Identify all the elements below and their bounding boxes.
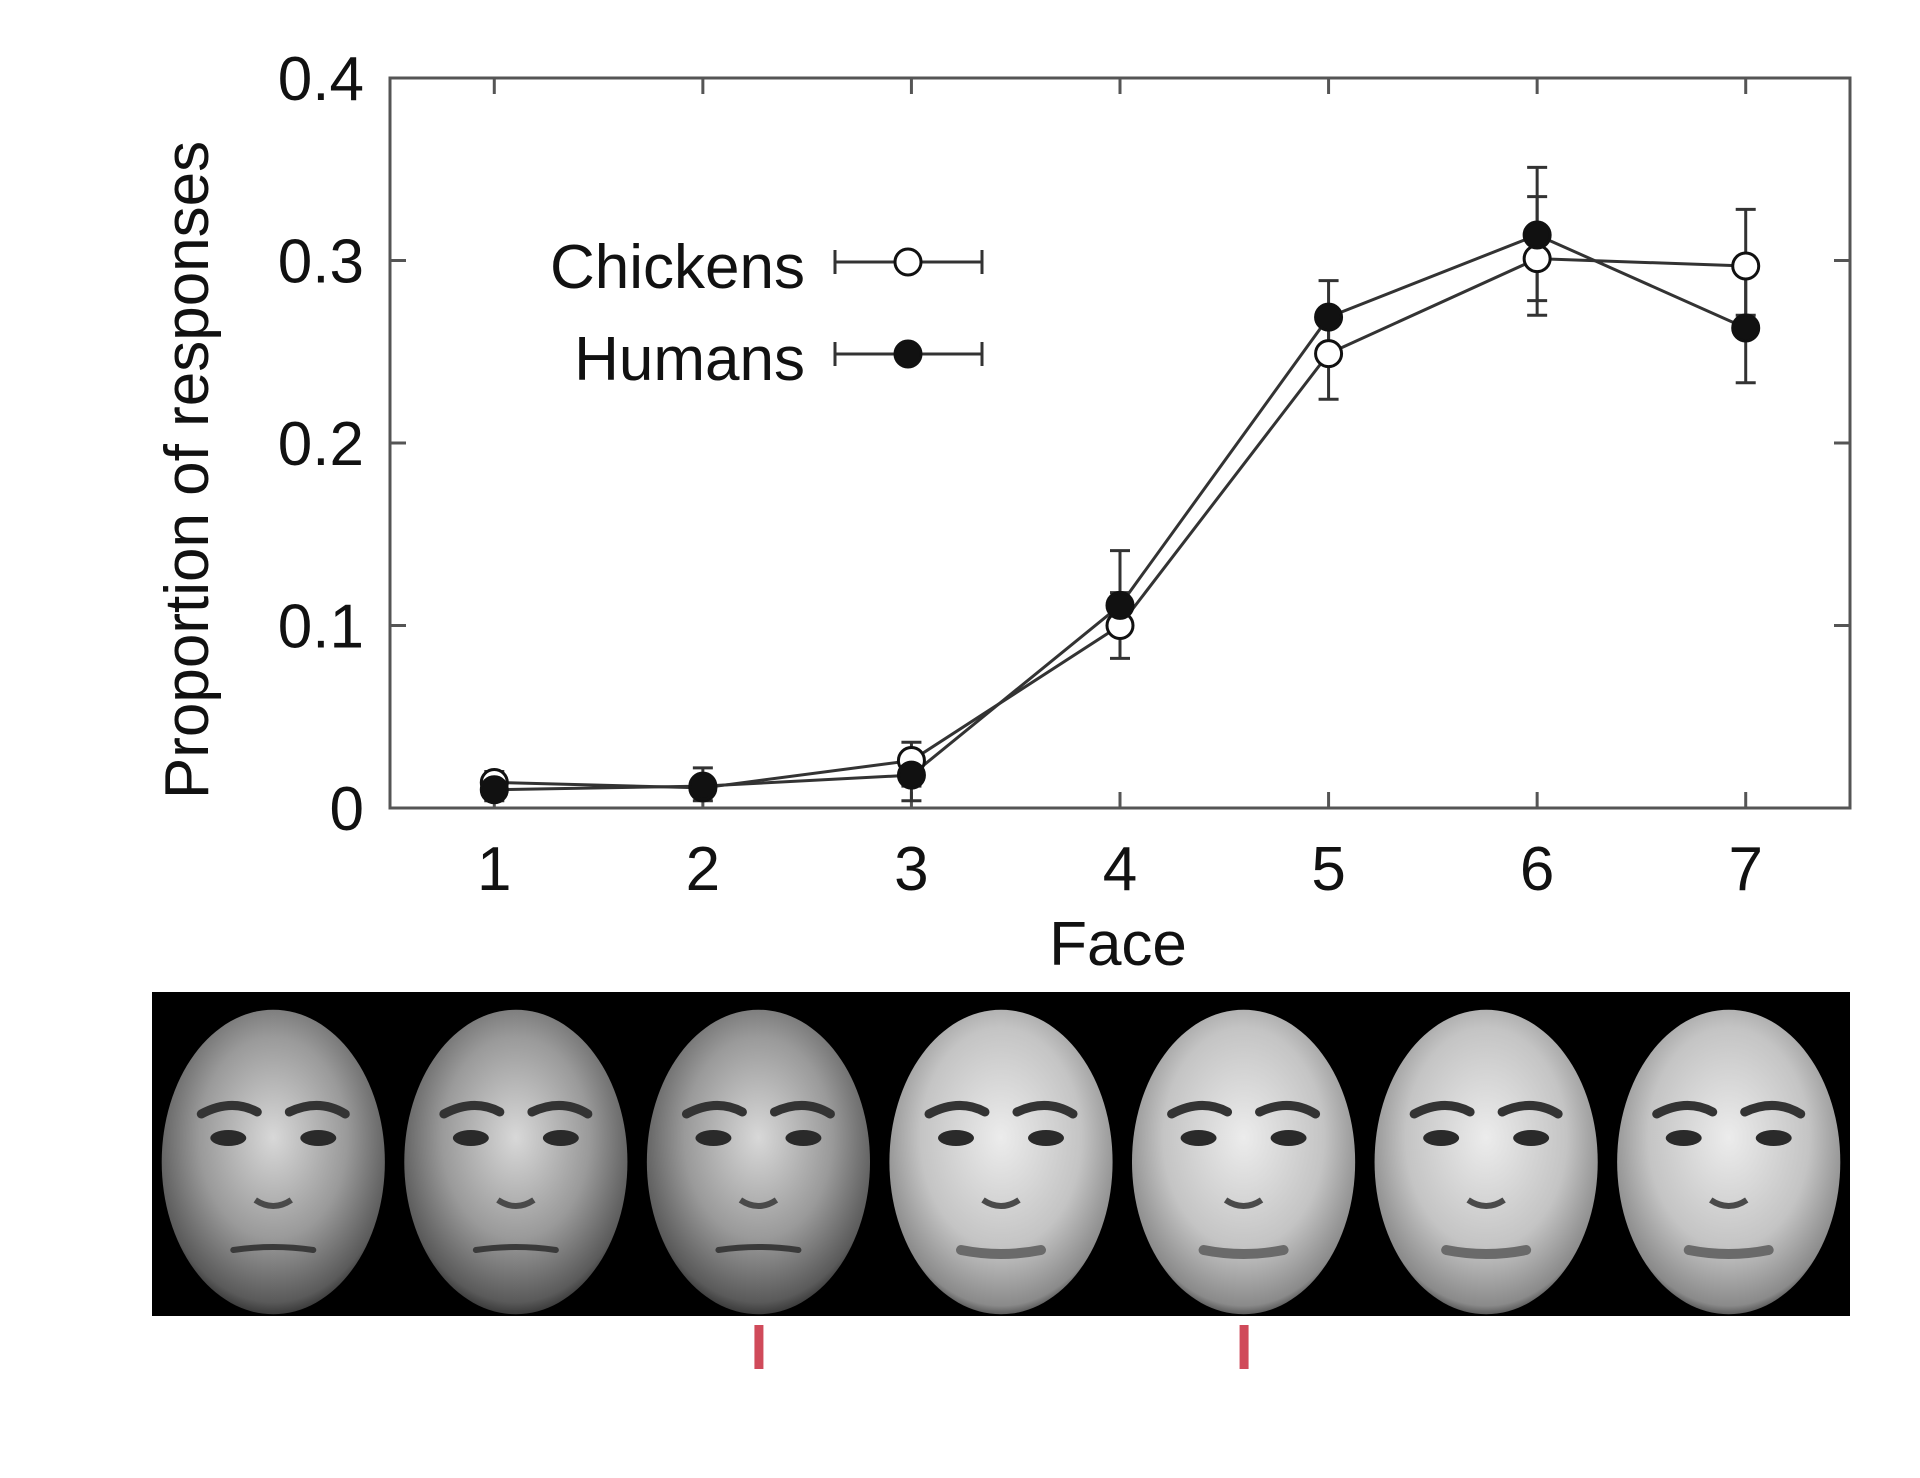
face-oval (1617, 1009, 1841, 1315)
y-tick-label: 0.3 (278, 228, 364, 297)
face-eyebrow (439, 1101, 505, 1119)
face-eye (1665, 1130, 1702, 1146)
y-tick-label: 0.1 (278, 593, 364, 662)
face-eyebrow (1740, 1101, 1806, 1119)
face-mouth (956, 1245, 1046, 1259)
data-point-humans (1314, 302, 1344, 332)
data-point-humans (1522, 220, 1552, 250)
face-image-3 (646, 1009, 871, 1315)
face-oval (161, 1009, 385, 1315)
x-tick-label: 7 (1728, 835, 1762, 904)
face-eyebrow (284, 1101, 350, 1119)
x-tick-label: 5 (1311, 835, 1345, 904)
face-mouth (230, 1244, 317, 1253)
x-axis-title: Face (1049, 910, 1187, 979)
face-image-5 (1131, 1009, 1356, 1315)
data-point-chickens (1522, 244, 1552, 274)
face-eyebrow (1255, 1101, 1321, 1119)
face-eye (938, 1130, 974, 1146)
face-image-4 (889, 1009, 1113, 1315)
face-mouth (1441, 1245, 1532, 1259)
series-layer (479, 165, 1761, 805)
y-tick-label: 0 (330, 775, 364, 844)
face-image-7 (1617, 1009, 1841, 1315)
data-point-humans (1731, 313, 1761, 343)
data-point-chickens (1731, 251, 1761, 281)
face-eye (1423, 1130, 1460, 1146)
face-marker (1239, 1325, 1249, 1369)
face-oval (889, 1009, 1113, 1315)
legend-marker-chickens (893, 247, 923, 277)
face-oval (404, 1009, 628, 1315)
face-mouth (472, 1244, 559, 1253)
face-eyebrow (1409, 1101, 1475, 1119)
face-nose (738, 1197, 779, 1209)
plot-frame (388, 76, 1852, 810)
face-image-6 (1374, 1009, 1598, 1315)
x-axis-ticks: 1 2 3 4 5 6 7 (477, 78, 1763, 904)
x-tick-label: 6 (1520, 835, 1554, 904)
face-mouth (1683, 1245, 1774, 1259)
y-tick-label: 0.2 (278, 410, 364, 479)
face-nose (1709, 1197, 1749, 1209)
face-eye (542, 1130, 579, 1146)
face-eye (1513, 1130, 1550, 1146)
face-eye (1755, 1130, 1792, 1146)
face-nose (253, 1197, 293, 1209)
legend-marker-humans (893, 339, 923, 369)
legend-label-chickens: Chickens (550, 233, 805, 302)
face-mouth (1198, 1245, 1289, 1259)
x-tick-label: 1 (477, 835, 511, 904)
legend: Chickens Humans (550, 233, 984, 394)
face-nose (1466, 1197, 1506, 1209)
face-eyebrow (924, 1101, 990, 1119)
face-image-2 (404, 1009, 628, 1315)
y-tick-label: 0.4 (278, 45, 364, 114)
face-eyebrow (1652, 1101, 1718, 1119)
face-oval (646, 1009, 871, 1315)
face-eye (695, 1130, 732, 1146)
x-tick-label: 2 (686, 835, 720, 904)
face-eye (300, 1130, 337, 1146)
face-eyebrow (769, 1101, 835, 1119)
x-tick-label: 3 (894, 835, 928, 904)
face-eye (210, 1130, 247, 1146)
face-eyebrow (1167, 1101, 1233, 1119)
face-eyebrow (1497, 1101, 1563, 1119)
face-eye (452, 1130, 489, 1146)
legend-label-humans: Humans (574, 325, 805, 394)
y-axis-ticks: 0 0.1 0.2 0.3 0.4 (278, 45, 1850, 844)
data-point-humans (896, 760, 926, 790)
face-marker (754, 1325, 764, 1369)
face-eye (785, 1130, 822, 1146)
face-eyebrow (1012, 1101, 1078, 1119)
faces (161, 1009, 1841, 1315)
face-eye (1180, 1130, 1217, 1146)
face-nose (981, 1197, 1021, 1209)
face-nose (1223, 1197, 1264, 1209)
face-eye (1028, 1130, 1064, 1146)
face-oval (1374, 1009, 1598, 1315)
face-mouth (715, 1244, 802, 1253)
series-line-humans (494, 233, 1747, 792)
face-eyebrow (681, 1101, 747, 1119)
data-point-humans (688, 771, 718, 801)
face-oval (1131, 1009, 1356, 1315)
face-image-1 (161, 1009, 385, 1315)
data-point-humans (479, 775, 509, 805)
x-tick-label: 4 (1103, 835, 1137, 904)
data-point-chickens (1314, 339, 1344, 369)
y-axis-title: Proportion of responses (153, 141, 222, 799)
face-nose (496, 1197, 536, 1209)
face-markers (754, 1325, 1249, 1369)
face-eye (1270, 1130, 1307, 1146)
face-eyebrow (527, 1101, 593, 1119)
face-strip (152, 992, 1850, 1316)
data-point-humans (1105, 590, 1135, 620)
face-eyebrow (196, 1101, 262, 1119)
